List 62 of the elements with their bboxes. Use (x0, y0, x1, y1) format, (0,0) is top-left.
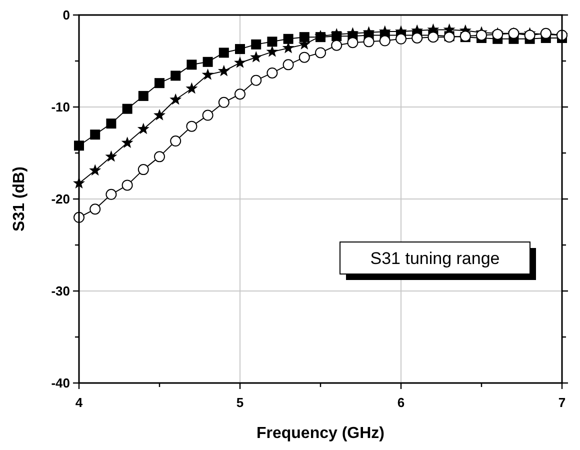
point (218, 96, 230, 108)
x-tick-label: 4 (75, 395, 84, 410)
point (315, 47, 326, 58)
point (251, 39, 262, 50)
point (186, 120, 198, 132)
point (89, 164, 102, 176)
point (250, 74, 262, 86)
point (283, 34, 294, 44)
point (524, 30, 536, 41)
point (218, 64, 230, 76)
point (186, 60, 197, 70)
point (347, 37, 358, 48)
point (105, 150, 118, 162)
point (234, 88, 246, 100)
point (250, 51, 262, 62)
point (170, 136, 182, 147)
point (218, 48, 229, 58)
point (154, 78, 164, 88)
point (122, 104, 132, 114)
point (154, 151, 165, 162)
y-tick-label: 0 (62, 8, 70, 22)
point (138, 164, 149, 176)
x-tick-label: 5 (236, 395, 244, 410)
point (202, 68, 214, 80)
x-tick-label: 7 (558, 395, 566, 410)
point (266, 46, 278, 57)
point (235, 44, 245, 54)
y-tick-label: -20 (51, 192, 70, 206)
point (122, 180, 133, 191)
point (170, 93, 182, 105)
point (121, 136, 134, 148)
point (282, 59, 294, 70)
annotation: S31 tuning range (370, 249, 500, 268)
point (186, 82, 198, 94)
point (298, 52, 310, 63)
point (234, 56, 246, 68)
x-axis-title: Frequency (GHz) (256, 425, 385, 442)
point (299, 32, 310, 42)
point (476, 30, 487, 41)
point (266, 67, 278, 78)
point (154, 108, 166, 120)
point (202, 110, 214, 121)
point (202, 56, 213, 67)
y-tick-label: -40 (51, 376, 70, 390)
y-tick-label: -10 (51, 100, 70, 114)
point (396, 33, 406, 44)
point (412, 32, 423, 44)
y-axis-title: S31 (dB) (11, 166, 28, 232)
point (90, 130, 100, 140)
point (363, 36, 374, 48)
point (90, 204, 101, 215)
point (379, 35, 390, 46)
point (331, 40, 342, 51)
point (267, 36, 278, 47)
y-tick-label: -30 (51, 284, 70, 298)
point (428, 32, 439, 43)
point (106, 188, 117, 200)
point (137, 122, 150, 134)
point (138, 90, 148, 101)
point (170, 70, 181, 81)
point (106, 118, 116, 129)
x-tick-label: 6 (397, 395, 405, 410)
